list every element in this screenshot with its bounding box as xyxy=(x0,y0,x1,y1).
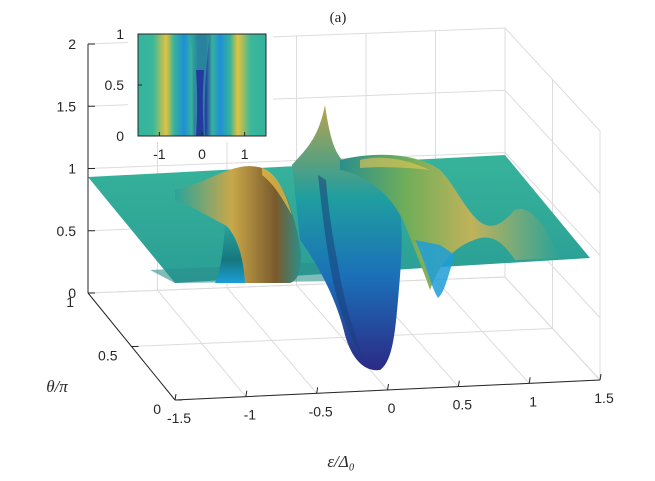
z-tick-label: 2 xyxy=(68,36,76,52)
x-axis-label: ε/Δ₀ xyxy=(327,452,354,471)
x-tick-label: -1 xyxy=(244,407,257,423)
x-tick xyxy=(245,390,248,397)
inset-y-tick-label: 0.5 xyxy=(105,77,125,93)
x-tick-label: 0 xyxy=(388,400,396,416)
inset-y-tick-label: 1 xyxy=(116,26,124,42)
z-tick-label: 1 xyxy=(68,161,76,177)
x-tick-label: 1.5 xyxy=(594,390,614,406)
y-axis-label: θ/π xyxy=(46,377,68,396)
inset-x-tick-label: 1 xyxy=(241,146,249,162)
surface-left-dip xyxy=(215,225,245,283)
z-gridline xyxy=(87,151,601,256)
x-tick-label: -0.5 xyxy=(309,403,333,419)
surface-center-groove xyxy=(318,175,365,360)
inset-x-tick-label: 0 xyxy=(198,146,206,162)
x-tick xyxy=(387,383,389,391)
surface-right-dip xyxy=(415,240,455,298)
x-tick-label: 0.5 xyxy=(453,397,473,413)
chart-title: (a) xyxy=(330,10,347,26)
x-tick xyxy=(174,393,177,401)
x-tick xyxy=(599,373,602,381)
surface-left-ridge xyxy=(175,166,302,283)
y-tick-label: 1 xyxy=(66,294,74,310)
surface-right-ridge xyxy=(340,154,560,290)
surface-plot xyxy=(88,105,590,371)
x-tick xyxy=(457,380,460,387)
y-tick-label: 0.5 xyxy=(98,348,118,364)
inset-y-tick-label: 0 xyxy=(116,128,124,144)
x-tick-label: -1.5 xyxy=(167,410,191,426)
x-tick xyxy=(528,377,531,384)
inset-heatmap: -1 0 1 0 0.5 1 xyxy=(105,26,273,162)
z-tick-label: 0.5 xyxy=(57,223,77,239)
z-gridline xyxy=(87,276,601,381)
surface-central-well xyxy=(292,105,402,371)
z-tick-label: 0 xyxy=(68,285,76,301)
x-tick xyxy=(316,387,319,394)
inset-x-tick-label: -1 xyxy=(153,146,166,162)
x-tick-label: 1 xyxy=(529,393,537,409)
surface-highlight xyxy=(360,157,430,170)
inset-feature-core xyxy=(196,70,204,136)
surface-highlight xyxy=(262,168,292,215)
y-tick-label: 0 xyxy=(153,401,161,417)
z-tick-label: 1.5 xyxy=(57,98,77,114)
